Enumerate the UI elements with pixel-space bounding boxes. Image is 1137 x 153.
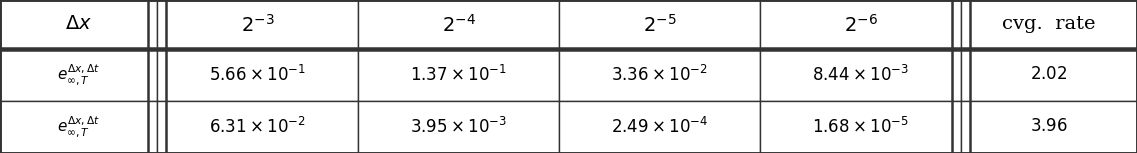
Text: $3.95 \times 10^{-3}$: $3.95 \times 10^{-3}$ [410,117,507,137]
Text: $2^{-4}$: $2^{-4}$ [441,13,475,35]
Bar [761,101,961,153]
Bar [761,49,961,101]
Text: $1.68 \times 10^{-5}$: $1.68 \times 10^{-5}$ [812,117,910,137]
Bar [559,49,761,101]
Bar [559,101,761,153]
Bar [0,101,157,153]
Bar [157,0,358,49]
Bar [961,49,1137,101]
Bar [761,0,961,49]
Text: $3.96$: $3.96$ [1030,118,1068,136]
Bar [358,49,559,101]
Text: cvg.  rate: cvg. rate [1003,15,1096,34]
Text: $2.49 \times 10^{-4}$: $2.49 \times 10^{-4}$ [611,117,708,137]
Bar [157,101,358,153]
Bar [0,49,157,101]
Bar [358,0,559,49]
Bar [559,0,761,49]
Text: $e^{\Delta x,\Delta t}_{\infty,T}$: $e^{\Delta x,\Delta t}_{\infty,T}$ [57,63,100,87]
Text: $2.02$: $2.02$ [1030,66,1068,84]
Text: $2^{-5}$: $2^{-5}$ [642,13,677,35]
Text: $2^{-6}$: $2^{-6}$ [844,13,878,35]
Bar [0,0,157,49]
Text: $8.44 \times 10^{-3}$: $8.44 \times 10^{-3}$ [812,65,910,85]
Text: $2^{-3}$: $2^{-3}$ [241,13,274,35]
Text: $\Delta x$: $\Delta x$ [65,15,92,34]
Bar [157,49,358,101]
Text: $e^{\Delta x,\Delta t}_{\infty,T}$: $e^{\Delta x,\Delta t}_{\infty,T}$ [57,115,100,139]
Bar [358,101,559,153]
Text: $1.37 \times 10^{-1}$: $1.37 \times 10^{-1}$ [410,65,507,85]
Bar [961,101,1137,153]
Bar [961,0,1137,49]
Text: $3.36 \times 10^{-2}$: $3.36 \times 10^{-2}$ [612,65,708,85]
Text: $5.66 \times 10^{-1}$: $5.66 \times 10^{-1}$ [209,65,306,85]
Text: $6.31 \times 10^{-2}$: $6.31 \times 10^{-2}$ [209,117,306,137]
